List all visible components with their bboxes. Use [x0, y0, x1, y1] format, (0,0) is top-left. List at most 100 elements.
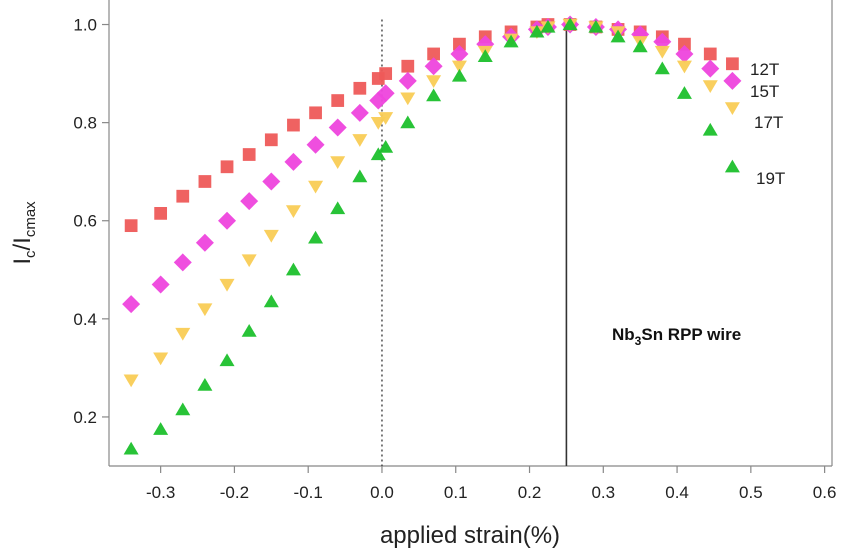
- triangle-down-marker: [123, 374, 139, 388]
- diamond-marker: [151, 275, 170, 294]
- diamond-marker: [328, 118, 347, 137]
- triangle-up-marker: [702, 122, 718, 136]
- plot-frame: [108, 0, 833, 467]
- square-marker: [427, 47, 440, 61]
- y-axis-title-main: I: [9, 258, 36, 265]
- x-tick-label: 0.1: [444, 483, 468, 502]
- diamond-marker: [675, 44, 694, 63]
- annotation-sub: 3: [635, 334, 642, 348]
- x-tick-label: 0.6: [813, 483, 837, 502]
- triangle-down-marker: [153, 352, 169, 366]
- triangle-up-marker: [175, 402, 191, 416]
- series-label: 15T: [750, 82, 779, 101]
- triangle-down-marker: [241, 254, 257, 268]
- diamond-marker: [122, 295, 141, 314]
- triangle-up-marker: [308, 230, 324, 244]
- diamond-marker: [424, 57, 443, 76]
- triangle-up-marker: [654, 61, 670, 75]
- wire-annotation: Nb3Sn RPP wire: [612, 325, 741, 348]
- triangle-up-marker: [370, 147, 386, 161]
- triangle-up-marker: [503, 34, 519, 48]
- triangle-down-marker: [724, 102, 740, 116]
- triangle-up-marker: [451, 68, 467, 82]
- triangle-down-marker: [378, 112, 394, 125]
- triangle-up-marker: [241, 323, 257, 337]
- square-marker: [401, 59, 415, 73]
- triangle-up-marker: [378, 140, 394, 153]
- triangle-up-marker: [588, 19, 604, 33]
- triangle-up-marker: [352, 169, 368, 183]
- diamond-marker: [350, 103, 369, 122]
- square-marker: [309, 106, 322, 120]
- data-markers: [122, 15, 742, 455]
- triangle-down-marker: [263, 229, 279, 243]
- triangle-up-marker: [529, 24, 545, 38]
- triangle-down-marker: [451, 60, 467, 74]
- triangle-down-marker: [330, 156, 346, 169]
- triangle-up-marker: [676, 86, 692, 99]
- square-marker: [353, 81, 367, 95]
- diamond-marker: [723, 71, 742, 90]
- series-label: 17T: [754, 113, 783, 132]
- x-tick-label: 0.5: [739, 483, 763, 502]
- diamond-marker: [218, 211, 237, 230]
- square-marker: [726, 57, 739, 71]
- triangle-up-marker: [123, 441, 139, 455]
- square-marker: [331, 94, 345, 107]
- square-marker: [176, 189, 190, 203]
- square-marker: [453, 37, 466, 51]
- x-ticks: -0.3 -0.2 -0.1 0.0 0.1 0.2 0.3 0.4 0.5 0.6: [146, 466, 836, 502]
- square-marker: [379, 67, 393, 80]
- y-tick-label: 0.6: [73, 212, 97, 231]
- triangle-down-marker: [219, 278, 235, 292]
- diamond-marker: [195, 233, 214, 252]
- triangle-down-marker: [426, 75, 442, 89]
- square-marker: [154, 207, 168, 220]
- annotation-rest: Sn RPP wire: [641, 325, 741, 344]
- y-ticks: 0.2 0.4 0.6 0.8 1.0: [73, 16, 109, 427]
- triangle-down-marker: [308, 180, 324, 194]
- y-axis-title-slash: /I: [9, 237, 36, 250]
- triangle-up-marker: [610, 29, 626, 43]
- annotation-main: Nb: [612, 325, 635, 344]
- triangle-up-marker: [724, 159, 740, 173]
- square-marker: [124, 219, 138, 233]
- square-marker: [678, 37, 691, 51]
- diamond-marker: [173, 253, 192, 272]
- x-tick-label: -0.2: [220, 483, 249, 502]
- triangle-up-marker: [330, 201, 346, 215]
- triangle-up-marker: [219, 353, 235, 367]
- y-tick-label: 0.8: [73, 114, 97, 133]
- square-marker: [198, 175, 212, 188]
- diamond-marker: [376, 84, 395, 103]
- y-tick-label: 1.0: [73, 16, 97, 35]
- triangle-down-marker: [654, 45, 670, 59]
- triangle-down-marker: [400, 92, 416, 106]
- x-axis-title: applied strain(%): [380, 522, 560, 549]
- x-tick-label: 0.2: [518, 483, 542, 502]
- reference-lines: [381, 19, 568, 466]
- triangle-up-marker: [400, 115, 416, 129]
- triangle-down-marker: [285, 205, 301, 219]
- triangle-up-marker: [632, 39, 648, 53]
- triangle-down-marker: [175, 327, 191, 341]
- triangle-up-marker: [540, 19, 556, 33]
- y-axis-title-sub2: cmax: [22, 201, 39, 237]
- x-tick-label: 0.0: [370, 483, 394, 502]
- triangle-down-marker: [702, 80, 718, 93]
- x-tick-label: -0.3: [146, 483, 175, 502]
- triangle-up-marker: [426, 88, 442, 102]
- diamond-marker: [306, 135, 325, 154]
- diamond-marker: [284, 152, 303, 171]
- y-axis-title-sub1: c: [22, 250, 39, 258]
- square-marker: [703, 47, 717, 61]
- y-axis-title: Ic/Icmax: [9, 201, 39, 265]
- triangle-down-marker: [370, 117, 386, 130]
- diamond-marker: [398, 71, 417, 90]
- diamond-marker: [450, 44, 469, 63]
- series-label: 19T: [756, 169, 785, 188]
- series-label: 12T: [750, 60, 779, 79]
- x-tick-label: -0.1: [294, 483, 323, 502]
- square-marker: [287, 118, 300, 132]
